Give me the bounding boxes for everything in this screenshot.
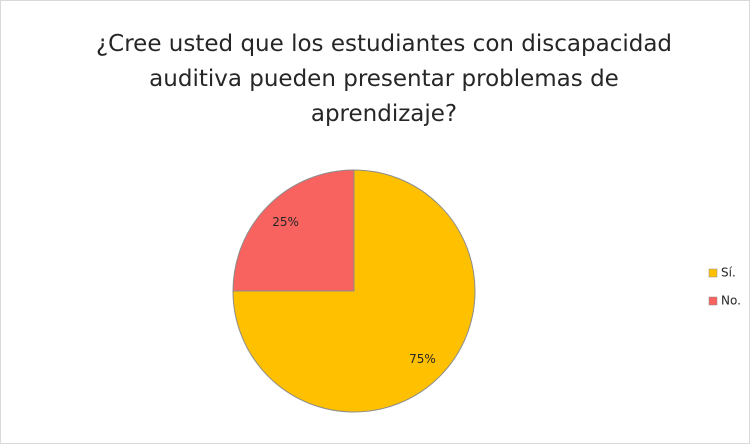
legend-label: Sí. [721,266,736,280]
legend-swatch [708,268,718,278]
legend-swatch [708,296,718,306]
data-label: 25% [272,215,299,229]
data-label: 75% [409,352,436,366]
legend-label: No. [721,294,741,308]
chart-title: ¿Cree usted que los estudiantes con disc… [95,31,673,127]
pie-slice [232,169,355,292]
